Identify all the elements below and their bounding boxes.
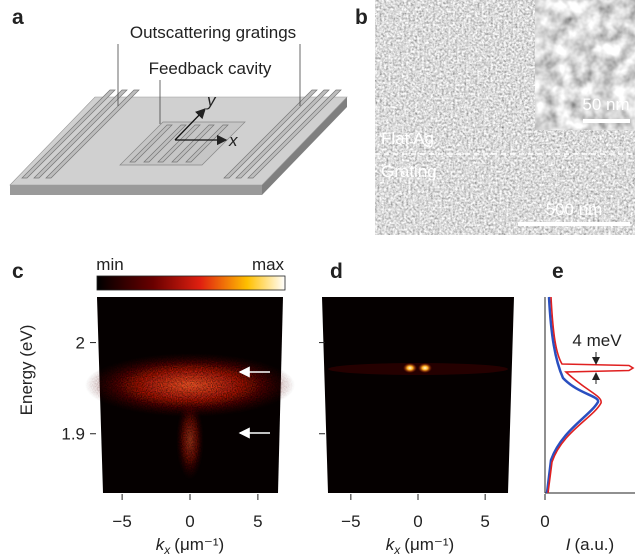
panel-c: c min max Energy (eV) kx (μm⁻¹) [12,255,295,557]
panel-d: d kx (μm⁻¹) [322,260,514,557]
x-axis-label: I (a.u.) [566,535,614,554]
spectrum-flat [545,296,600,494]
grating-bar [129,124,173,163]
unit: (a.u.) [575,535,615,554]
y-tick-label: 1.9 [61,425,85,444]
grating-bar [185,124,229,163]
panel-e: e 4 meV I (a.u.) [544,260,635,554]
slab-front [10,185,262,195]
scale-label: 50 nm [582,95,629,114]
grating-bar [247,89,342,179]
y-tick-label: 2 [76,334,85,353]
axis-label: y [206,91,217,110]
spectrum-grating [547,296,635,494]
grating-bar [223,89,318,179]
axis-label: x [228,131,238,150]
x-tick-label: 5 [480,512,489,531]
symbol: k [156,535,166,554]
y-arrow [174,108,206,141]
lasing-spot [418,363,432,373]
grating-bar [171,124,215,163]
colorbar [96,275,286,291]
x-axis-label: kx (μm⁻¹) [386,535,454,557]
x-tick-label: 0 [413,512,422,531]
grating-bar [33,89,128,179]
annotation: Outscattering gratings [130,23,296,42]
unit: (μm⁻¹) [404,535,454,554]
unit: (μm⁻¹) [174,535,224,554]
x-tick-label: 0 [185,512,194,531]
panel-label: e [552,260,564,283]
symbol: k [386,535,396,554]
slab-side [262,97,347,195]
grating-bar [45,89,140,179]
x-axis-label: kx (μm⁻¹) [156,535,224,557]
grating-bar [143,124,187,163]
region-label: Flat Ag [381,129,434,148]
colorbar-label: min [96,255,123,274]
x-tick-label: −5 [112,512,131,531]
annotation: 4 meV [572,331,622,350]
emission-band [328,363,508,375]
x-tick-label: 0 [540,512,549,531]
grating-bar [21,89,116,179]
x-tick-label: 5 [253,512,262,531]
panel-label: c [12,260,24,283]
cavity [119,121,246,166]
subscript: x [163,543,171,557]
colorbar-label: max [252,255,285,274]
lasing-spot [403,363,417,373]
panel-label: d [330,260,343,283]
panel-label: b [355,6,368,29]
grating-bar [235,89,330,179]
grating-bar [157,124,201,163]
gratings [21,89,342,179]
subscript: x [393,543,401,557]
sem-inset [534,0,635,131]
x-tick-label: −5 [341,512,360,531]
heatmap [322,297,514,493]
scale-label: 500 nm [546,200,603,219]
annotation: Feedback cavity [149,59,272,78]
region-label: Grating [381,162,437,181]
emission-streak [176,400,204,480]
panel-label: a [12,6,24,29]
symbol: I [566,535,571,554]
y-axis-label: Energy (eV) [17,325,36,416]
panel-b: b 50 nm Flat Ag Grating 500 nm [355,0,635,235]
panel-a: a y x Outscattering gratings Feedback ca… [9,6,348,195]
